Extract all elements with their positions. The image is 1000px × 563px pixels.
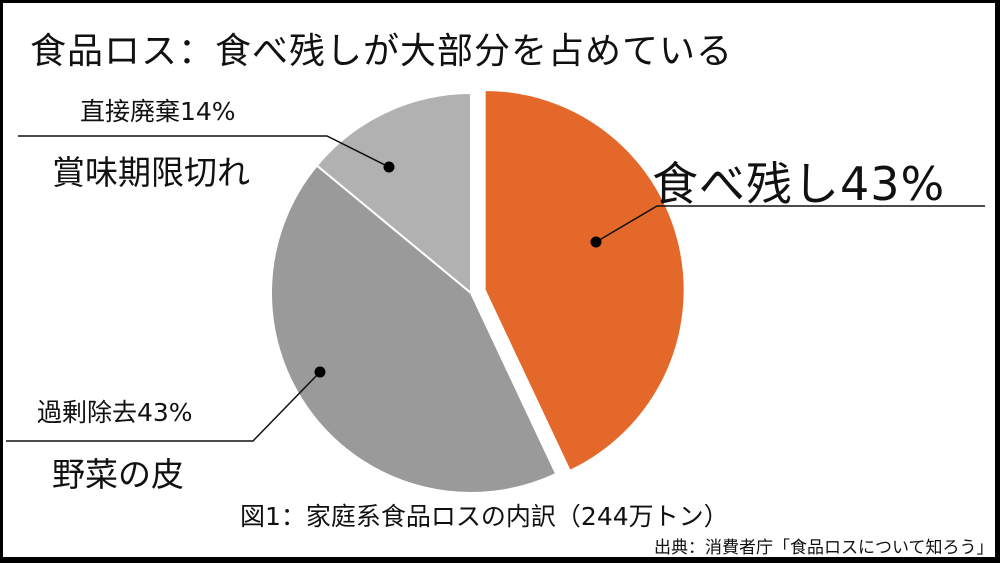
leader-dot-leftovers <box>590 236 602 248</box>
leader-line-direct-disposal <box>18 135 390 168</box>
leader-line-over-removal <box>6 371 321 442</box>
label-direct-disposal-percent: 直接廃棄14% <box>80 97 236 126</box>
label-direct-disposal-description: 賞味期限切れ <box>52 153 250 192</box>
label-over-removal-percent: 過剰除去43% <box>37 398 193 427</box>
source-credit: 出典：消費者庁「食品ロスについて知ろう」 <box>654 538 994 558</box>
leader-dot-over-removal <box>314 366 326 378</box>
label-over-removal-description: 野菜の皮 <box>52 455 184 494</box>
pie-slice-over-removal <box>270 164 558 494</box>
pie-slice-leftovers <box>483 88 686 473</box>
label-leftovers-percent: 食べ残し43% <box>652 157 946 211</box>
leader-line-leftovers <box>595 205 985 243</box>
pie-slices <box>270 88 686 494</box>
pie-slice-direct-disposal <box>315 91 472 296</box>
figure-caption: 図1：家庭系食品ロスの内訳（244万トン） <box>240 502 729 531</box>
leader-lines <box>6 135 985 442</box>
chart-title: 食品ロス：食べ残しが大部分を占めている <box>30 31 734 72</box>
leader-dot-direct-disposal <box>383 161 395 173</box>
